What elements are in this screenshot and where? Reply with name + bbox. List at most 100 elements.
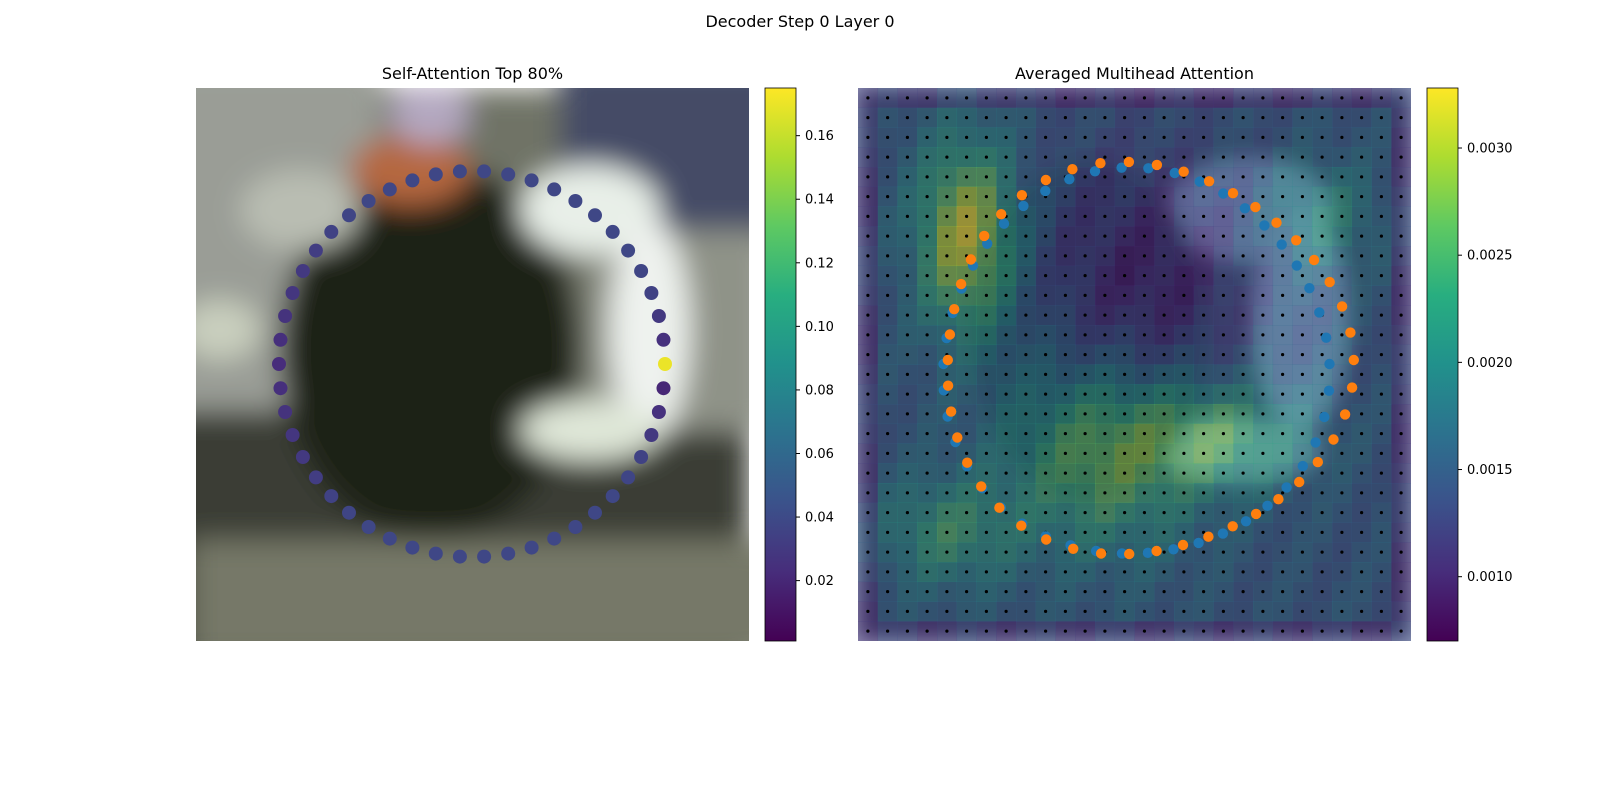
grid-dot: [1142, 175, 1146, 179]
attention-point: [428, 546, 443, 561]
grid-dot: [1182, 274, 1186, 278]
series-orange-points: [942, 156, 1360, 560]
grid-dot: [1241, 155, 1245, 159]
grid-dot: [1123, 491, 1127, 495]
attention-point: [452, 164, 467, 179]
grid-dot: [905, 155, 910, 159]
grid-dot: [945, 155, 949, 159]
grid-dot: [905, 293, 910, 297]
grid-dot: [905, 471, 910, 475]
grid-dot: [1123, 155, 1127, 159]
grid-dot: [1300, 195, 1304, 199]
grid-dot: [1399, 629, 1403, 633]
grid-dot: [1379, 491, 1383, 495]
grid-dot: [866, 609, 870, 614]
grid-dot: [1004, 313, 1008, 317]
grid-dot: [1241, 175, 1245, 179]
grid-dot: [1004, 96, 1008, 100]
grid-dot: [1221, 96, 1225, 100]
grid-dot: [925, 175, 929, 179]
attention-point: [382, 182, 397, 197]
grid-dot: [1044, 353, 1048, 357]
grid-dot: [1202, 234, 1206, 238]
grid-dot: [1300, 274, 1304, 278]
grid-dot: [1103, 392, 1107, 396]
grid-dot: [1103, 214, 1107, 218]
grid-dot: [1300, 333, 1304, 337]
series-point: [1239, 203, 1251, 214]
grid-dot: [1044, 491, 1048, 495]
grid-dot: [965, 155, 969, 159]
grid-dot: [1083, 195, 1087, 199]
grid-dot: [1004, 155, 1008, 159]
grid-dot: [1320, 392, 1324, 396]
attention-point: [477, 549, 492, 564]
grid-dot: [1399, 155, 1403, 159]
series-point: [1262, 500, 1273, 511]
grid-dot: [1044, 412, 1048, 416]
attention-point: [651, 309, 666, 323]
grid-dot: [945, 550, 949, 554]
grid-dot: [945, 254, 949, 258]
grid-dot: [1261, 412, 1265, 416]
grid-dot: [925, 609, 929, 614]
grid-dot: [866, 313, 870, 317]
grid-dot: [1024, 629, 1028, 633]
attention-point: [273, 332, 288, 347]
series-point: [1143, 163, 1154, 174]
grid-dot: [1063, 609, 1067, 614]
grid-dot: [1261, 234, 1265, 238]
attention-point: [634, 264, 649, 278]
grid-dot: [1281, 333, 1285, 337]
grid-dot: [1360, 333, 1364, 337]
grid-dot: [984, 590, 989, 594]
grid-dot: [1004, 372, 1008, 376]
grid-dot: [1221, 550, 1225, 554]
grid-dot: [1162, 155, 1166, 159]
grid-dot: [1320, 432, 1324, 436]
grid-dot: [1103, 135, 1107, 139]
grid-dot: [1103, 629, 1107, 633]
grid-dot: [1083, 590, 1087, 594]
attention-point: [272, 357, 286, 371]
grid-dot: [1379, 471, 1383, 475]
grid-dot: [1221, 254, 1225, 258]
grid-dot: [1083, 135, 1087, 139]
grid-dot: [1202, 570, 1206, 574]
series-point: [1124, 548, 1135, 560]
grid-dot: [1360, 609, 1364, 614]
grid-dot: [1221, 353, 1225, 357]
grid-dot: [1300, 96, 1304, 100]
grid-dot: [1083, 432, 1087, 436]
grid-dot: [1123, 530, 1127, 535]
grid-dot: [925, 333, 929, 337]
grid-dot: [1379, 392, 1383, 396]
grid-dot: [1182, 96, 1186, 100]
grid-dot: [1221, 432, 1225, 436]
grid-dot: [1281, 195, 1285, 199]
grid-dot: [866, 155, 870, 159]
grid-dot: [1142, 353, 1146, 357]
grid-dot: [1103, 510, 1107, 515]
attention-point: [405, 173, 420, 188]
grid-dot: [1004, 135, 1008, 139]
grid-dot: [1399, 175, 1403, 179]
attention-point: [588, 208, 602, 223]
attention-point: [605, 489, 620, 504]
attention-point: [324, 224, 339, 239]
series-point: [1324, 358, 1335, 370]
grid-dot: [1063, 274, 1067, 278]
grid-dot: [1123, 313, 1127, 317]
grid-dot: [1320, 451, 1324, 455]
grid-dot: [1044, 471, 1048, 475]
grid-dot: [945, 451, 949, 455]
grid-dot: [1182, 451, 1186, 455]
grid-dot: [1063, 491, 1067, 495]
attention-point: [405, 540, 420, 555]
grid-dot: [1182, 432, 1186, 436]
grid-dot: [1320, 530, 1324, 535]
grid-dot: [1360, 135, 1364, 139]
grid-dot: [886, 195, 890, 199]
attention-point: [382, 531, 397, 546]
grid-dot: [1379, 530, 1383, 535]
